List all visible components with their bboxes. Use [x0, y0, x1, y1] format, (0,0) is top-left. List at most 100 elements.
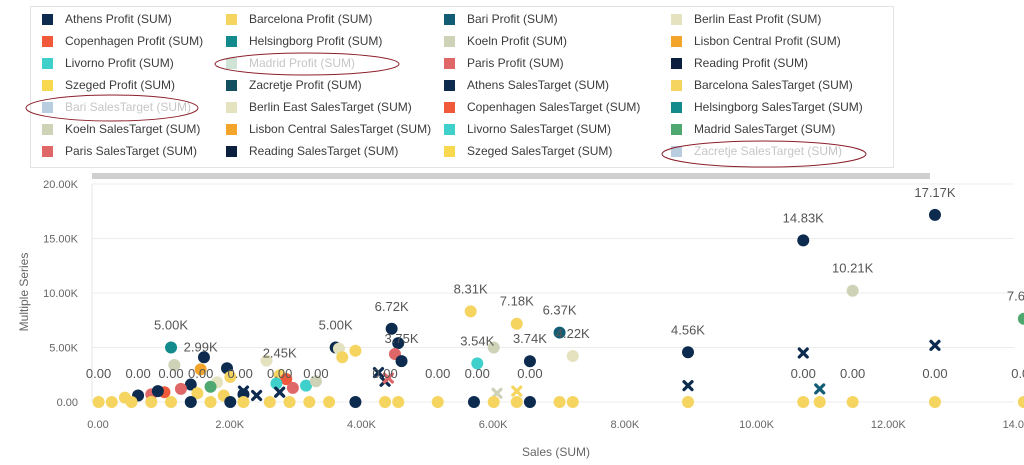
data-point[interactable] [846, 284, 859, 297]
data-point[interactable] [286, 381, 299, 394]
data-point[interactable] [125, 396, 138, 408]
data-point-x[interactable] [491, 387, 503, 399]
legend-item[interactable]: Helsingborg Profit (SUM) [226, 32, 382, 50]
data-point[interactable] [797, 234, 810, 247]
legend-item[interactable]: Reading Profit (SUM) [671, 54, 808, 72]
legend-item[interactable]: Koeln Profit (SUM) [444, 32, 567, 50]
data-point[interactable] [523, 355, 536, 368]
data-point-x[interactable] [797, 347, 809, 359]
data-point[interactable] [270, 377, 283, 390]
data-point[interactable] [184, 396, 197, 408]
data-point[interactable] [260, 354, 273, 367]
data-point[interactable] [300, 379, 313, 392]
data-point[interactable] [928, 396, 941, 408]
data-point[interactable] [846, 396, 859, 408]
data-point[interactable] [392, 337, 405, 350]
legend-item[interactable]: Koeln SalesTarget (SUM) [42, 120, 200, 138]
data-point[interactable] [165, 341, 178, 354]
data-point-x[interactable] [382, 372, 394, 384]
data-point[interactable] [510, 396, 523, 408]
data-point-x[interactable] [274, 386, 286, 398]
legend-item[interactable]: Lisbon Central Profit (SUM) [671, 32, 841, 50]
legend-item[interactable]: Helsingborg SalesTarget (SUM) [671, 98, 863, 116]
legend-item[interactable]: Bari SalesTarget (SUM) [42, 98, 191, 116]
data-point-x[interactable] [682, 380, 694, 392]
data-point[interactable] [184, 378, 197, 391]
data-point[interactable] [431, 396, 444, 408]
data-point[interactable] [553, 326, 566, 339]
data-point[interactable] [349, 344, 362, 357]
data-point[interactable] [204, 380, 217, 393]
data-point[interactable] [323, 396, 336, 408]
data-point[interactable] [566, 396, 579, 408]
legend-item[interactable]: Szeged SalesTarget (SUM) [444, 142, 612, 160]
data-point[interactable] [682, 396, 695, 408]
legend-item[interactable]: Barcelona Profit (SUM) [226, 10, 372, 28]
data-point[interactable] [467, 396, 480, 408]
data-point[interactable] [191, 387, 204, 400]
legend-item[interactable]: Copenhagen Profit (SUM) [42, 32, 203, 50]
data-point[interactable] [349, 396, 362, 408]
legend-item[interactable]: Berlin East Profit (SUM) [671, 10, 821, 28]
data-point[interactable] [523, 396, 536, 408]
legend-item[interactable]: Copenhagen SalesTarget (SUM) [444, 98, 640, 116]
data-point[interactable] [224, 396, 237, 408]
data-point[interactable] [224, 370, 237, 383]
data-point[interactable] [1017, 396, 1024, 408]
data-point-x[interactable] [251, 389, 263, 402]
data-point[interactable] [283, 396, 296, 408]
data-point-x[interactable] [237, 385, 250, 397]
data-point[interactable] [174, 382, 187, 395]
data-point[interactable] [553, 396, 566, 408]
data-point[interactable] [392, 396, 405, 408]
legend-item[interactable]: Bari Profit (SUM) [444, 10, 558, 28]
data-point[interactable] [145, 396, 158, 408]
data-point[interactable] [928, 208, 941, 221]
data-point[interactable] [263, 396, 276, 408]
legend-item[interactable]: Berlin East SalesTarget (SUM) [226, 98, 412, 116]
data-point-x[interactable] [511, 385, 523, 397]
legend-item[interactable]: Madrid Profit (SUM) [226, 54, 355, 72]
data-point-x[interactable] [372, 366, 385, 379]
legend-item[interactable]: Lisbon Central SalesTarget (SUM) [226, 120, 431, 138]
data-point[interactable] [395, 355, 408, 368]
data-point[interactable] [487, 396, 500, 408]
data-point[interactable] [151, 385, 164, 398]
data-point[interactable] [165, 396, 178, 408]
data-point[interactable] [105, 396, 118, 408]
data-point[interactable] [1017, 312, 1024, 325]
legend-item[interactable]: Szeged Profit (SUM) [42, 76, 175, 94]
data-point[interactable] [566, 350, 579, 363]
data-point[interactable] [797, 396, 810, 408]
data-point[interactable] [237, 396, 250, 408]
legend-item[interactable]: Barcelona SalesTarget (SUM) [671, 76, 853, 94]
data-point[interactable] [682, 346, 695, 359]
data-point[interactable] [303, 396, 316, 408]
data-point[interactable] [168, 358, 181, 371]
data-point[interactable] [464, 305, 477, 318]
data-point[interactable] [309, 375, 322, 388]
data-point[interactable] [336, 351, 349, 364]
data-point[interactable] [197, 351, 210, 364]
legend-item[interactable]: Paris Profit (SUM) [444, 54, 564, 72]
legend-item[interactable]: Athens Profit (SUM) [42, 10, 172, 28]
data-point[interactable] [194, 363, 207, 376]
data-point[interactable] [471, 357, 484, 370]
legend-item[interactable]: Reading SalesTarget (SUM) [226, 142, 398, 160]
data-point[interactable] [487, 341, 500, 354]
legend-item[interactable]: Livorno SalesTarget (SUM) [444, 120, 611, 138]
data-point-x[interactable] [814, 383, 826, 395]
data-point[interactable] [379, 396, 392, 408]
data-point-x[interactable] [929, 339, 941, 351]
data-point[interactable] [280, 373, 293, 386]
legend-item[interactable]: Livorno Profit (SUM) [42, 54, 174, 72]
legend-item[interactable]: Athens SalesTarget (SUM) [444, 76, 609, 94]
legend-scrollbar[interactable] [92, 173, 930, 179]
data-point[interactable] [204, 396, 217, 408]
legend-item[interactable]: Zacretje SalesTarget (SUM) [671, 142, 842, 160]
data-point[interactable] [92, 396, 105, 408]
legend-item[interactable]: Paris SalesTarget (SUM) [42, 142, 197, 160]
data-point[interactable] [510, 317, 523, 330]
legend-item[interactable]: Madrid SalesTarget (SUM) [671, 120, 835, 138]
data-point[interactable] [813, 396, 826, 408]
